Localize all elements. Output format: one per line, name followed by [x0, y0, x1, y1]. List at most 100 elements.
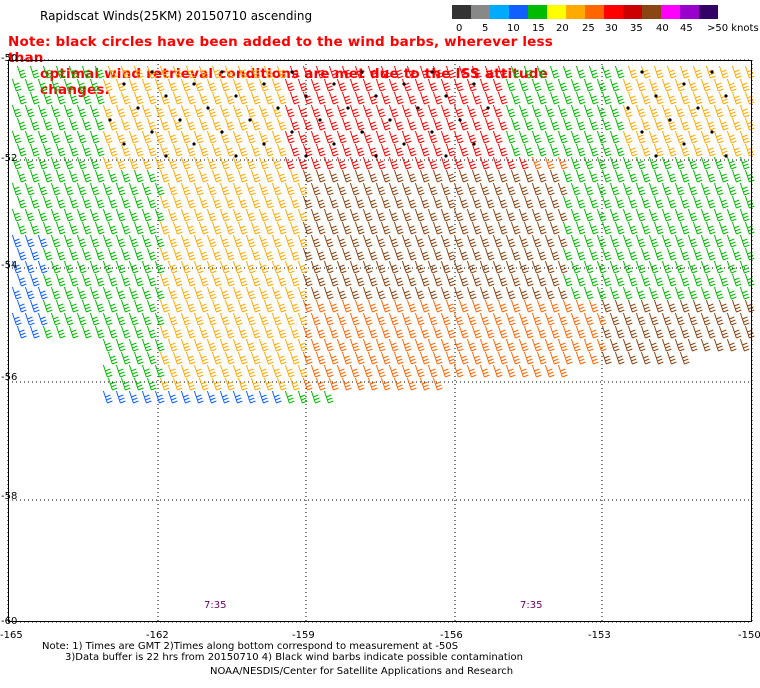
wind-barb: [510, 117, 521, 131]
wind-barb: [393, 377, 404, 391]
contamination-dot: [416, 106, 420, 110]
wind-barb: [635, 312, 646, 326]
wind-barb: [206, 78, 217, 92]
wind-barb: [120, 377, 131, 391]
wind-barb: [55, 221, 66, 235]
wind-barb: [224, 65, 235, 79]
wind-barb: [375, 260, 386, 274]
wind-barb: [367, 299, 378, 313]
wind-barb: [284, 130, 295, 144]
wind-barb: [146, 91, 157, 105]
wind-barb: [328, 221, 339, 235]
wind-barb: [271, 338, 282, 352]
wind-barb: [315, 351, 326, 365]
wind-barb: [648, 156, 659, 170]
wind-barb: [406, 195, 417, 209]
wind-barb: [180, 104, 191, 118]
wind-barb: [557, 156, 568, 170]
wind-barb: [609, 338, 620, 352]
contamination-dot: [164, 154, 168, 158]
wind-barb: [328, 91, 339, 105]
wind-barb: [484, 91, 495, 105]
wind-barb: [544, 78, 555, 92]
contamination-dot: [262, 142, 266, 146]
wind-barb: [739, 208, 750, 222]
wind-barb: [653, 169, 664, 183]
wind-barb: [289, 91, 300, 105]
wind-barb: [146, 351, 157, 365]
wind-barb: [440, 312, 451, 326]
wind-barb: [167, 338, 178, 352]
wind-barb: [549, 351, 560, 365]
wind-barb: [648, 312, 659, 326]
wind-barb: [211, 65, 222, 79]
wind-barb: [700, 208, 711, 222]
wind-barb: [471, 325, 482, 339]
wind-barb: [237, 117, 248, 131]
wind-barb: [705, 91, 716, 105]
wind-barb: [302, 91, 313, 105]
wind-barb: [159, 377, 170, 391]
wind-barb: [237, 221, 248, 235]
wind-barb: [11, 208, 22, 222]
contamination-dot: [710, 70, 714, 74]
wind-barb: [518, 208, 529, 222]
wind-barb: [354, 195, 365, 209]
wind-barb: [180, 78, 191, 92]
wind-barb: [575, 325, 586, 339]
wind-barb: [141, 104, 152, 118]
wind-barb: [440, 78, 451, 92]
wind-barb: [323, 130, 334, 144]
wind-barb: [549, 325, 560, 339]
wind-barb: [315, 299, 326, 313]
wind-barb: [518, 234, 529, 248]
wind-barb: [115, 182, 126, 196]
wind-barb: [81, 117, 92, 131]
legend-swatch: [490, 5, 509, 19]
wind-barb: [505, 364, 516, 378]
wind-barb: [713, 208, 724, 222]
wind-barb: [94, 247, 105, 261]
wind-barb: [601, 351, 612, 365]
legend-label: 10: [507, 23, 520, 34]
wind-barb: [380, 351, 391, 365]
wind-barb: [401, 130, 412, 144]
legend-swatch: [471, 5, 490, 19]
wind-barb: [37, 286, 48, 300]
wind-barb: [107, 117, 118, 131]
wind-barb: [414, 338, 425, 352]
wind-barb: [172, 221, 183, 235]
legend-label: 20: [556, 23, 569, 34]
wind-barb: [375, 78, 386, 92]
wind-barb: [505, 156, 516, 170]
wind-barb: [128, 312, 139, 326]
wind-barb: [50, 104, 61, 118]
wind-barb: [471, 221, 482, 235]
wind-barb: [302, 377, 313, 391]
wind-barb: [16, 195, 27, 209]
contamination-dot: [234, 154, 238, 158]
wind-barb: [640, 117, 651, 131]
wind-barb: [310, 78, 321, 92]
wind-barb: [81, 273, 92, 287]
wind-barb: [24, 130, 35, 144]
wind-barb: [81, 169, 92, 183]
wind-barb: [562, 247, 573, 261]
legend-label: 35: [630, 23, 643, 34]
wind-barb: [206, 390, 217, 404]
wind-barb: [440, 182, 451, 196]
wind-barb: [24, 156, 35, 170]
wind-barb: [458, 299, 469, 313]
wind-barb: [380, 91, 391, 105]
wind-barb: [328, 247, 339, 261]
wind-barb: [622, 104, 633, 118]
wind-barb: [263, 377, 274, 391]
wind-barb: [245, 104, 256, 118]
wind-barb: [232, 104, 243, 118]
note-line-1: Note: black circles have been added to t…: [8, 34, 553, 66]
wind-barb: [310, 156, 321, 170]
wind-barb: [661, 78, 672, 92]
wind-barb: [531, 364, 542, 378]
wind-barb: [739, 286, 750, 300]
